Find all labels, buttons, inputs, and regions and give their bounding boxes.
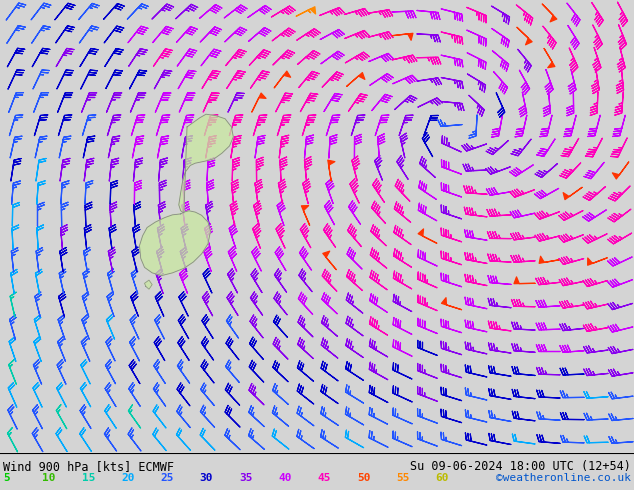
Text: 30: 30 bbox=[200, 473, 213, 483]
Text: 50: 50 bbox=[357, 473, 370, 483]
Text: Su 09-06-2024 18:00 UTC (12+54): Su 09-06-2024 18:00 UTC (12+54) bbox=[410, 460, 631, 473]
Polygon shape bbox=[145, 280, 152, 289]
Text: 45: 45 bbox=[318, 473, 331, 483]
Polygon shape bbox=[139, 211, 210, 275]
Text: 55: 55 bbox=[396, 473, 410, 483]
Text: 35: 35 bbox=[239, 473, 252, 483]
Polygon shape bbox=[179, 114, 233, 213]
Text: 40: 40 bbox=[278, 473, 292, 483]
Text: 60: 60 bbox=[436, 473, 449, 483]
Text: 15: 15 bbox=[82, 473, 95, 483]
Text: 5: 5 bbox=[3, 473, 10, 483]
Text: 20: 20 bbox=[121, 473, 134, 483]
Text: 25: 25 bbox=[160, 473, 174, 483]
Text: ©weatheronline.co.uk: ©weatheronline.co.uk bbox=[496, 473, 631, 483]
Text: 10: 10 bbox=[42, 473, 56, 483]
Text: Wind 900 hPa [kts] ECMWF: Wind 900 hPa [kts] ECMWF bbox=[3, 460, 174, 473]
